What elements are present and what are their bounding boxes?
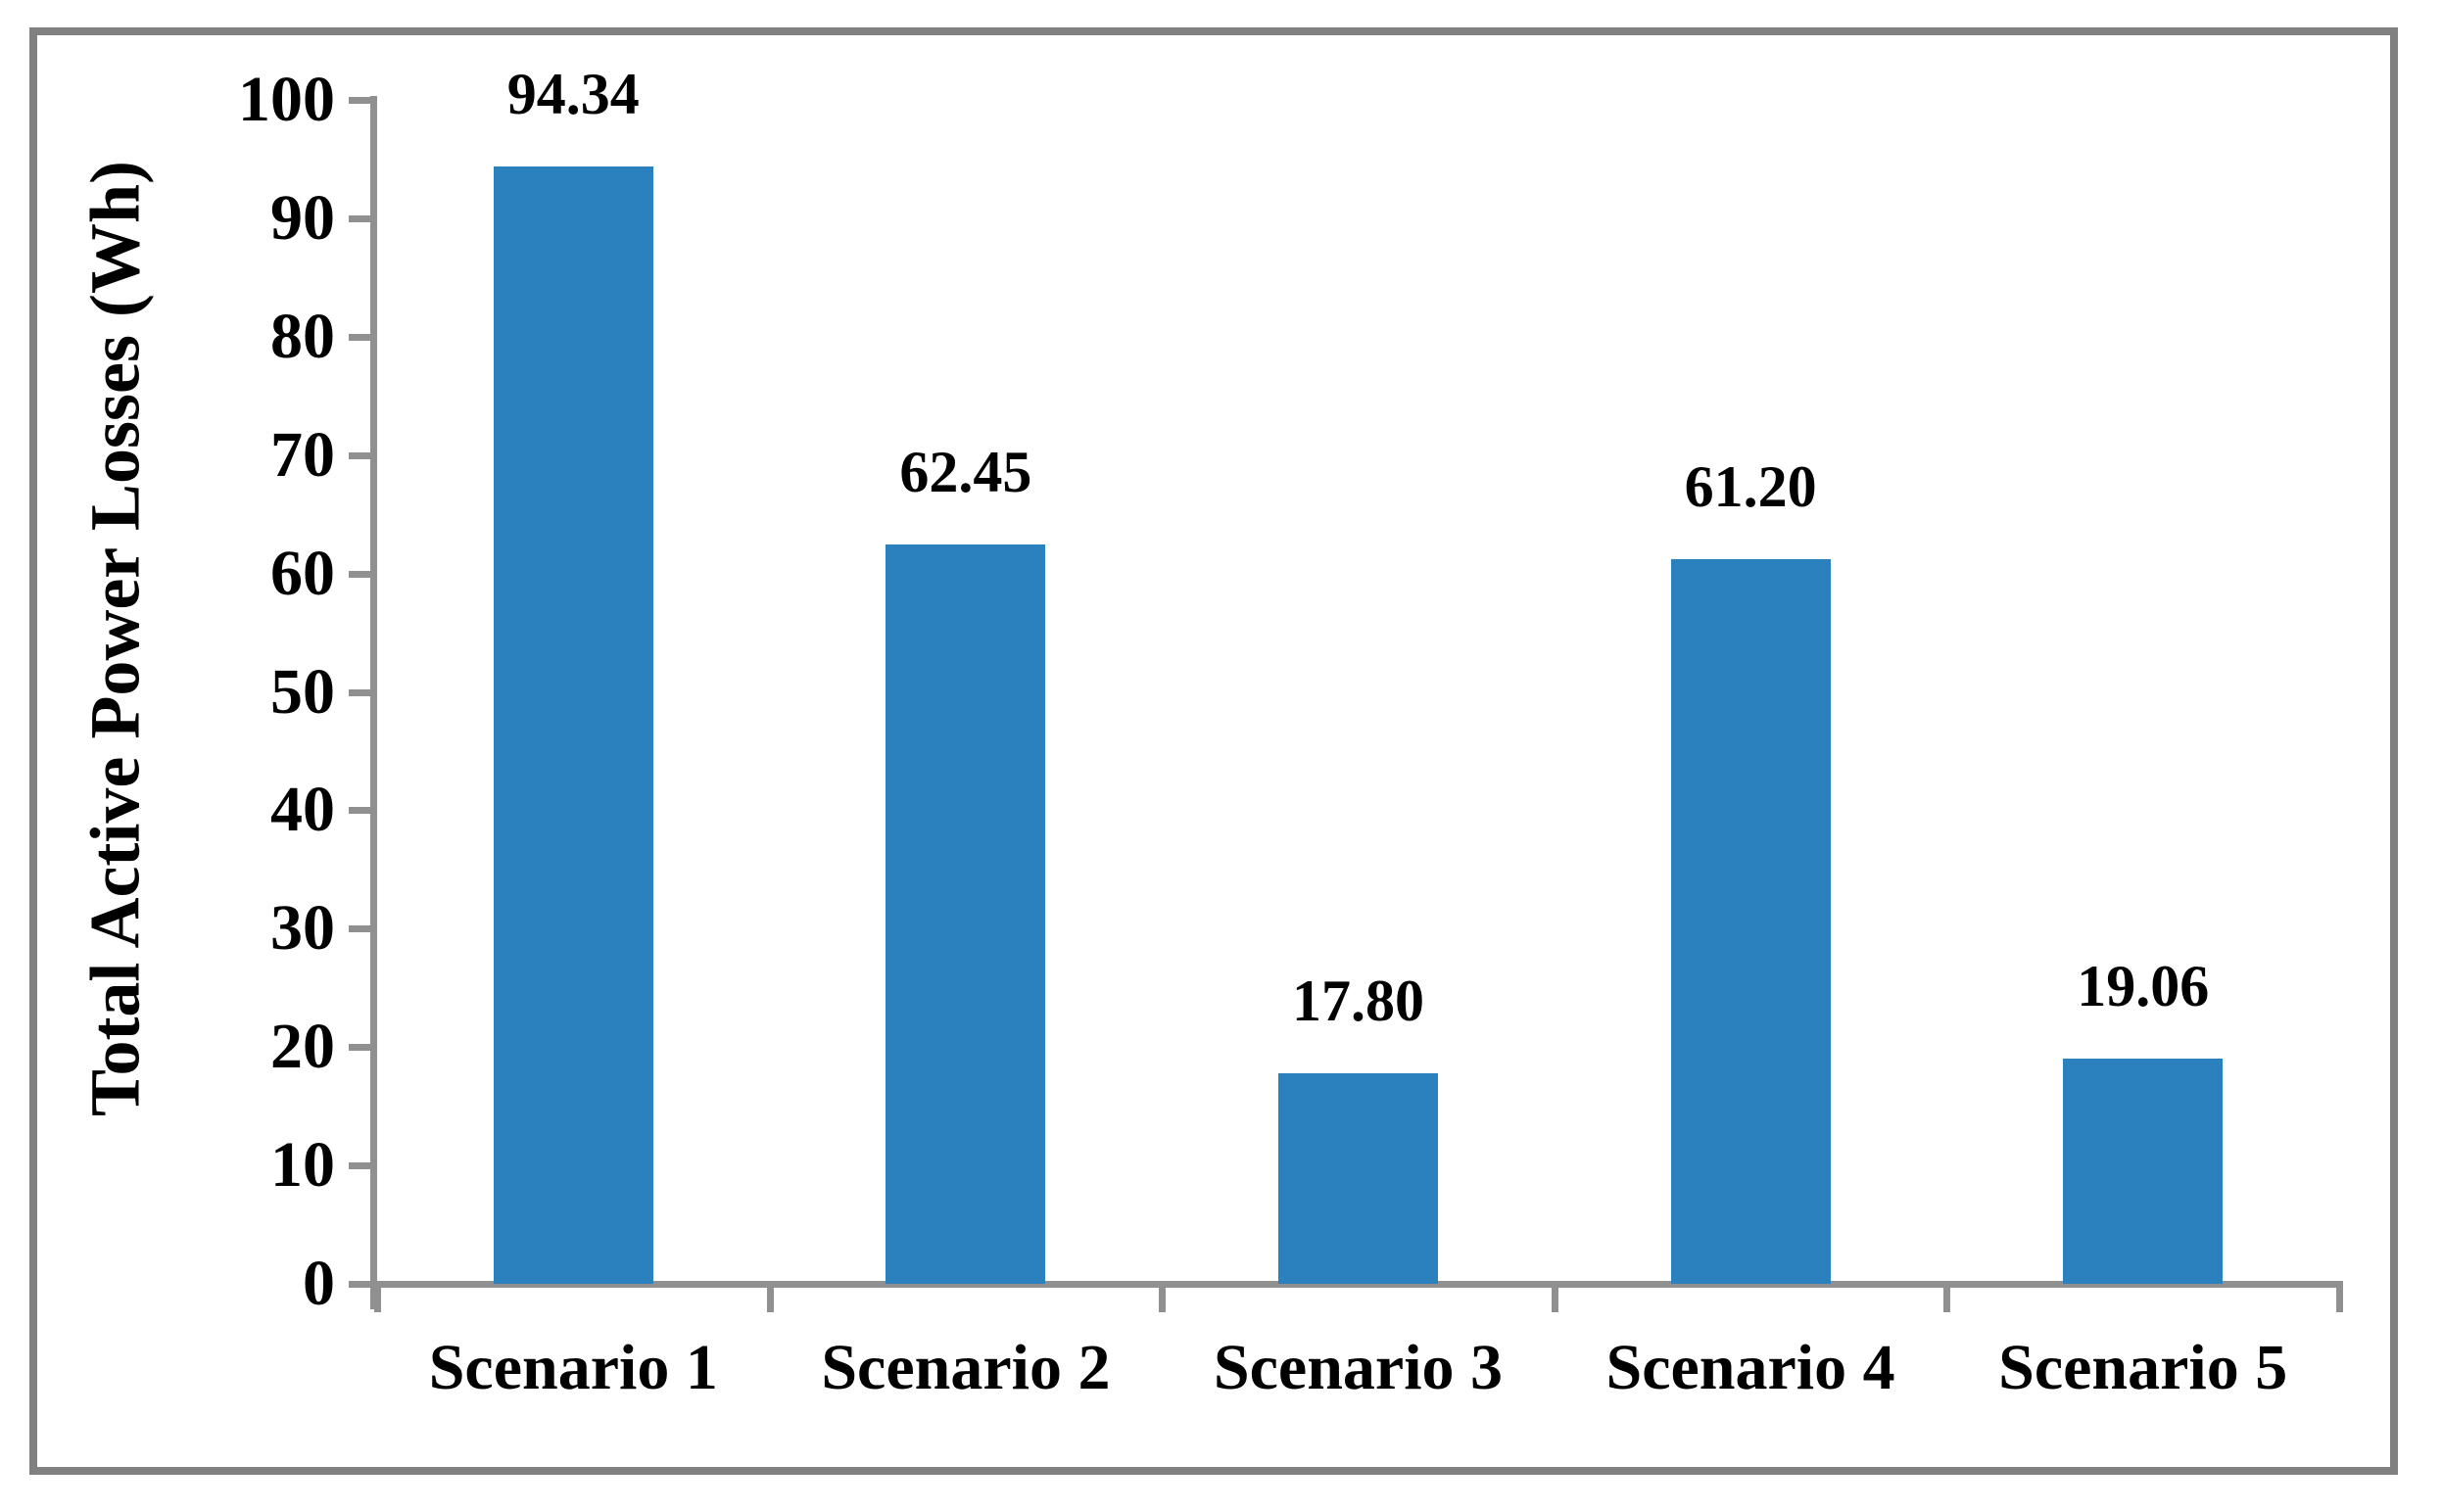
y-tick-label: 50	[270, 655, 335, 728]
y-axis-tick	[349, 214, 370, 222]
y-tick-label: 30	[270, 892, 335, 965]
category-label: Scenario 2	[821, 1332, 1111, 1403]
chart-outer-border	[29, 27, 2398, 1475]
x-axis-line	[370, 1281, 2343, 1288]
x-axis-tick	[1943, 1287, 1951, 1312]
y-axis-tick	[349, 1044, 370, 1052]
y-tick-label: 20	[270, 1011, 335, 1083]
x-axis-tick	[1159, 1287, 1167, 1312]
category-label: Scenario 3	[1213, 1332, 1504, 1403]
y-tick-label: 0	[303, 1248, 335, 1319]
y-tick-label: 80	[270, 300, 335, 372]
y-axis-tick	[349, 688, 370, 696]
y-tick-label: 70	[270, 418, 335, 491]
y-axis-tick	[349, 451, 370, 459]
y-tick-label: 60	[270, 537, 335, 609]
bar-scenario-3	[1278, 1072, 1438, 1284]
y-tick-label: 90	[270, 181, 335, 254]
x-axis-tick	[2336, 1287, 2343, 1312]
y-tick-label: 100	[238, 64, 335, 135]
x-axis-tick	[1551, 1287, 1558, 1312]
bar-scenario-5	[2063, 1058, 2224, 1284]
category-label: Scenario 1	[428, 1332, 718, 1403]
category-label: Scenario 5	[1998, 1332, 2288, 1403]
y-axis-tick	[349, 807, 370, 815]
x-axis-tick	[374, 1287, 381, 1312]
y-axis-tick	[349, 97, 370, 104]
x-axis-tick	[766, 1287, 774, 1312]
y-axis-line	[370, 96, 377, 1309]
bar-value-label: 62.45	[899, 439, 1032, 504]
bar-value-label: 94.34	[506, 62, 640, 127]
y-axis-tick	[349, 1281, 370, 1288]
bar-scenario-4	[1670, 559, 1831, 1284]
category-label: Scenario 4	[1605, 1332, 1895, 1403]
y-axis-tick	[349, 570, 370, 578]
bar-value-label: 17.80	[1292, 968, 1424, 1033]
y-tick-label: 40	[270, 774, 335, 846]
bar-scenario-2	[886, 543, 1046, 1284]
y-axis-tick	[349, 333, 370, 341]
bar-scenario-1	[493, 166, 653, 1284]
y-axis-tick	[349, 925, 370, 933]
bar-value-label: 61.20	[1684, 454, 1817, 520]
y-tick-label: 10	[270, 1129, 335, 1202]
bar-value-label: 19.06	[2077, 953, 2210, 1018]
y-axis-tick	[349, 1162, 370, 1170]
